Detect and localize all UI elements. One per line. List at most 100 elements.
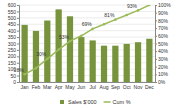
tick-label: 500 bbox=[8, 15, 17, 21]
tick-label: Jun bbox=[77, 84, 85, 90]
marker bbox=[148, 5, 151, 6]
tick: Dec bbox=[145, 84, 154, 90]
tick-mark bbox=[17, 76, 19, 77]
tick-label: Jul bbox=[89, 84, 95, 90]
grid-line bbox=[19, 30, 155, 31]
tick: 50 bbox=[10, 73, 19, 79]
marker bbox=[57, 48, 60, 51]
tick-label: 100% bbox=[158, 2, 171, 8]
tick-mark bbox=[155, 5, 157, 6]
grid-line bbox=[19, 17, 155, 18]
legend-label: Cum % bbox=[113, 99, 131, 105]
tick: Apr bbox=[55, 84, 63, 90]
tick-mark bbox=[155, 44, 157, 45]
tick-label: 20% bbox=[158, 64, 169, 70]
tick-label: 450 bbox=[8, 21, 17, 27]
tick: Aug bbox=[100, 84, 109, 90]
grid-line bbox=[19, 37, 155, 38]
tick-label: 10% bbox=[158, 71, 169, 77]
tick: 60% bbox=[155, 33, 169, 39]
marker bbox=[103, 23, 106, 26]
tick-label: May bbox=[65, 84, 75, 90]
line bbox=[25, 5, 150, 74]
grid-line bbox=[19, 75, 155, 76]
marker bbox=[46, 58, 49, 61]
marker bbox=[35, 67, 38, 70]
tick: Oct bbox=[123, 84, 131, 90]
legend-swatch bbox=[104, 101, 111, 103]
tick-mark bbox=[155, 51, 157, 52]
tick: 10% bbox=[155, 71, 169, 77]
tick-label: 50% bbox=[158, 41, 169, 47]
tick-mark bbox=[17, 37, 19, 38]
tick-label: 0 bbox=[13, 79, 16, 85]
grid-line bbox=[19, 82, 155, 83]
tick: Jan bbox=[21, 84, 29, 90]
tick-label: 150 bbox=[8, 60, 17, 66]
tick-label: 300 bbox=[8, 41, 17, 47]
tick: 550 bbox=[8, 9, 19, 15]
grid-line bbox=[19, 49, 155, 50]
data-label: 81% bbox=[104, 12, 115, 18]
tick: 70% bbox=[155, 25, 169, 31]
tick: 0 bbox=[13, 79, 19, 85]
grid bbox=[19, 5, 155, 82]
tick-mark bbox=[155, 67, 157, 68]
bar bbox=[124, 44, 130, 82]
tick: 20% bbox=[155, 64, 169, 70]
tick: 250 bbox=[8, 47, 19, 53]
legend-item: Cum % bbox=[104, 99, 131, 105]
tick: 500 bbox=[8, 15, 19, 21]
marker bbox=[125, 14, 128, 17]
tick-mark bbox=[17, 56, 19, 57]
tick-mark bbox=[155, 20, 157, 21]
tick-label: 600 bbox=[8, 2, 17, 8]
bar bbox=[78, 37, 84, 82]
axis: 0%10%20%30%40%50%60%70%80%90%100% bbox=[155, 2, 171, 85]
bar bbox=[112, 46, 118, 82]
axis: JanFebMarAprMayJun Jul AugSepOctNovDec bbox=[20, 83, 156, 90]
tick-mark bbox=[17, 82, 19, 83]
tick-label: 60% bbox=[158, 33, 169, 39]
tick-label: 350 bbox=[8, 34, 17, 40]
tick: Nov bbox=[134, 84, 143, 90]
tick: 50% bbox=[155, 41, 169, 47]
tick-label: 80% bbox=[158, 18, 169, 24]
tick-mark bbox=[17, 31, 19, 32]
tick: 90% bbox=[155, 10, 169, 16]
marker bbox=[137, 9, 140, 12]
data-label: 10% bbox=[14, 67, 25, 73]
tick: Jul bbox=[89, 84, 95, 90]
bar bbox=[90, 40, 96, 82]
tick-mark bbox=[155, 13, 157, 14]
tick: 350 bbox=[8, 34, 19, 40]
tick: 400 bbox=[8, 28, 19, 34]
tick: 600 bbox=[8, 2, 19, 8]
tick-label: Mar bbox=[43, 84, 52, 90]
tick-label: 250 bbox=[8, 47, 17, 53]
tick: 300 bbox=[8, 41, 19, 47]
tick-mark bbox=[155, 59, 157, 60]
data-label: 30% bbox=[36, 51, 47, 57]
marks bbox=[21, 5, 152, 82]
grid-line bbox=[19, 62, 155, 63]
tick-mark bbox=[155, 28, 157, 29]
tick-label: 0% bbox=[158, 79, 166, 85]
tick: 200 bbox=[8, 53, 19, 59]
marker bbox=[114, 18, 117, 21]
bar bbox=[67, 16, 73, 82]
tick-label: 50 bbox=[10, 73, 16, 79]
tick-label: Sep bbox=[111, 84, 120, 90]
tick-label: Aug bbox=[100, 84, 109, 90]
tick-label: Apr bbox=[55, 84, 63, 90]
tick-label: Feb bbox=[32, 84, 41, 90]
tick: 450 bbox=[8, 21, 19, 27]
tick-label: 30% bbox=[158, 56, 169, 62]
tick-mark bbox=[17, 24, 19, 25]
tick: Feb bbox=[32, 84, 41, 90]
tick-mark bbox=[155, 74, 157, 75]
tick: Mar bbox=[43, 84, 52, 90]
data-label: 69% bbox=[82, 21, 93, 27]
tick: 30% bbox=[155, 56, 169, 62]
bar bbox=[56, 9, 62, 82]
